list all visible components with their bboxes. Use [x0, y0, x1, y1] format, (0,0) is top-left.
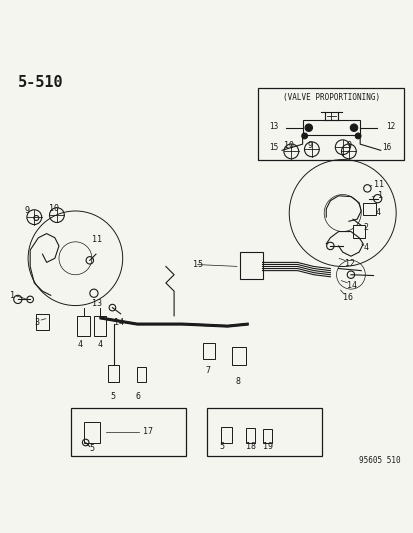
Bar: [352, 225, 364, 238]
Bar: [108, 365, 118, 382]
Text: 4: 4: [98, 340, 103, 349]
Text: 2: 2: [362, 223, 368, 232]
Text: 1: 1: [377, 191, 382, 200]
Text: 1: 1: [9, 291, 14, 300]
Bar: [206, 408, 321, 456]
Text: 8: 8: [235, 377, 240, 386]
Text: 10: 10: [284, 141, 294, 150]
Text: 3: 3: [34, 318, 39, 327]
Text: 10: 10: [49, 205, 59, 213]
Text: 15: 15: [268, 143, 277, 152]
Circle shape: [354, 133, 360, 139]
Bar: [77, 316, 90, 336]
Text: 11: 11: [92, 235, 102, 244]
Text: 16: 16: [342, 293, 352, 302]
Bar: [302, 120, 359, 135]
Text: 13: 13: [268, 123, 277, 132]
Circle shape: [301, 133, 307, 139]
Text: 5: 5: [218, 442, 223, 451]
Circle shape: [304, 124, 312, 132]
Text: 15: 15: [192, 260, 202, 269]
Bar: [262, 429, 271, 443]
Text: 18: 18: [245, 442, 255, 451]
Text: 9: 9: [307, 141, 312, 150]
Bar: [71, 408, 186, 456]
Text: 7: 7: [205, 366, 210, 375]
Text: 14: 14: [346, 280, 356, 289]
Text: 95605 510: 95605 510: [358, 456, 399, 465]
Bar: [362, 203, 375, 215]
Text: 13: 13: [92, 299, 102, 308]
Bar: [239, 252, 262, 279]
Text: 12: 12: [385, 123, 394, 132]
Bar: [258, 87, 404, 159]
Text: 5-510: 5-510: [18, 75, 63, 90]
Bar: [137, 367, 146, 382]
Bar: [83, 422, 100, 442]
Text: 11: 11: [373, 180, 382, 189]
Text: 17: 17: [143, 427, 153, 437]
Bar: [202, 343, 215, 359]
Text: 6: 6: [135, 392, 140, 400]
Bar: [221, 427, 231, 443]
Text: 19: 19: [262, 442, 272, 451]
Text: 16: 16: [381, 143, 390, 152]
Text: 4: 4: [362, 244, 368, 253]
Text: 12: 12: [344, 259, 354, 268]
Bar: [94, 316, 106, 336]
Text: (VALVE PROPORTIONING): (VALVE PROPORTIONING): [282, 93, 379, 102]
Bar: [36, 314, 49, 330]
Text: 9: 9: [346, 141, 351, 150]
Text: 9: 9: [24, 206, 29, 215]
Text: 4: 4: [375, 208, 380, 217]
Text: 14: 14: [114, 318, 124, 327]
Circle shape: [349, 124, 357, 132]
Bar: [231, 346, 245, 365]
Text: 4: 4: [77, 340, 82, 349]
Text: 5: 5: [90, 444, 95, 453]
Bar: [245, 427, 254, 443]
Text: 5: 5: [110, 392, 115, 400]
